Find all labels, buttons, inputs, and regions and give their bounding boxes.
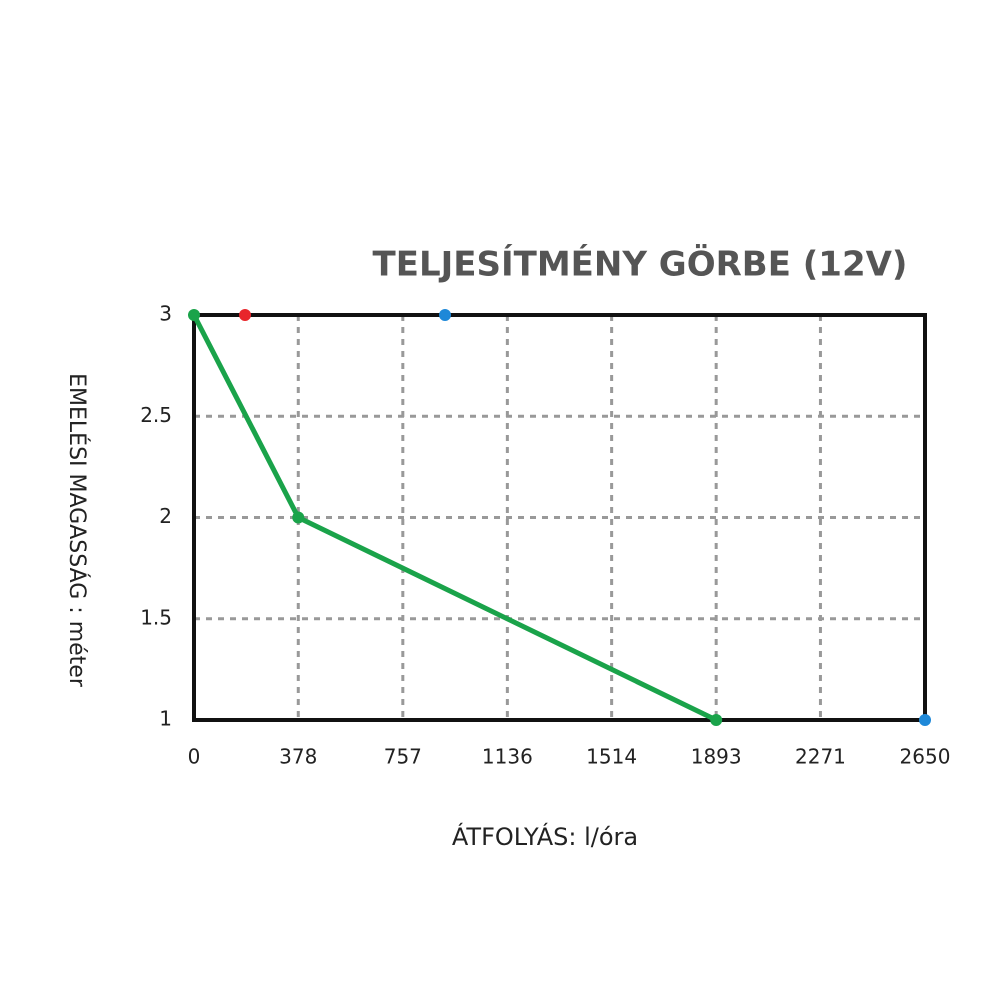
- chart-title: TELJESÍTMÉNY GÖRBE (12V): [373, 244, 908, 285]
- y-axis-label: EMELÉSI MAGASSÁG : méter: [64, 373, 90, 688]
- x-axis-label: ÁTFOLYÁS: l/óra: [452, 822, 638, 851]
- x-tick-label: 1514: [586, 745, 637, 769]
- x-tick-label: 0: [188, 745, 201, 769]
- x-tick-label: 2650: [900, 745, 951, 769]
- series-line: [191, 313, 718, 723]
- x-tick-label: 1136: [482, 745, 533, 769]
- point: [919, 714, 931, 726]
- y-tick-label: 2.5: [140, 403, 172, 427]
- y-tick-label: 3: [159, 302, 172, 326]
- x-tick-label: 378: [279, 745, 317, 769]
- y-tick-label: 2: [159, 504, 172, 528]
- point: [239, 309, 252, 321]
- x-tick-label: 2271: [795, 745, 846, 769]
- x-tick-label: 757: [384, 745, 422, 769]
- point: [292, 511, 305, 524]
- point: [710, 714, 723, 726]
- y-tick-label: 1: [159, 707, 172, 731]
- point: [188, 309, 200, 321]
- plot-frame: [192, 313, 927, 722]
- x-tick-label: 1893: [691, 745, 742, 769]
- y-tick-label: 1.5: [140, 605, 172, 629]
- point: [439, 309, 452, 321]
